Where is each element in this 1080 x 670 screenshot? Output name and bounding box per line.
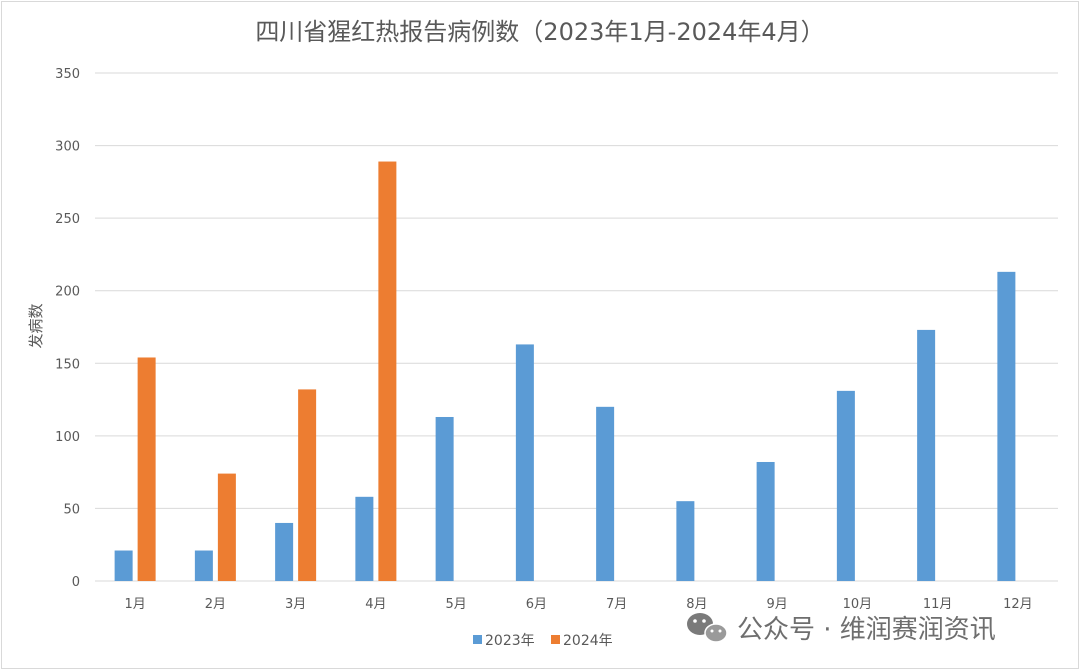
y-axis-label: 发病数 <box>27 303 45 348</box>
watermark-text: 公众号 · 维润赛润资讯 <box>737 615 996 645</box>
legend-label: 2023年 <box>485 633 535 649</box>
watermark: 公众号 · 维润赛润资讯 <box>687 613 996 645</box>
x-tick-label: 11月 <box>923 597 953 612</box>
bar <box>596 406 615 581</box>
bar <box>917 329 936 581</box>
x-tick-label: 3月 <box>285 597 306 612</box>
wechat-icon <box>687 613 728 643</box>
x-tick-label: 8月 <box>686 597 707 612</box>
chart-title: 四川省猩红热报告病例数（2023年1月-2024年4月） <box>255 18 824 46</box>
x-tick-label: 7月 <box>606 597 627 612</box>
y-tick-label: 300 <box>55 140 80 155</box>
bar <box>836 390 855 581</box>
bar <box>298 389 317 581</box>
bar <box>275 522 294 581</box>
y-tick-labels: 0 50 100 150 200 250 300 350 <box>55 67 80 590</box>
y-tick-label: 350 <box>55 67 80 82</box>
legend-swatch <box>473 635 482 644</box>
y-tick-label: 0 <box>72 575 80 590</box>
y-tick-label: 50 <box>63 502 80 517</box>
bar <box>756 461 775 581</box>
legend-label: 2024年 <box>563 633 613 649</box>
x-tick-label: 12月 <box>1003 597 1033 612</box>
gridlines <box>95 72 1058 582</box>
bar <box>515 344 534 581</box>
x-tick-label: 9月 <box>766 597 787 612</box>
y-tick-label: 200 <box>55 285 80 300</box>
bar <box>676 501 695 581</box>
bar <box>217 473 236 581</box>
bar <box>137 357 156 581</box>
legend: 2023年 2024年 <box>473 633 613 649</box>
x-tick-label: 4月 <box>365 597 386 612</box>
x-tick-label: 2月 <box>205 597 226 612</box>
y-tick-label: 100 <box>55 430 80 445</box>
legend-swatch <box>551 635 560 644</box>
x-tick-label: 5月 <box>445 597 466 612</box>
bar <box>355 496 374 581</box>
bar <box>997 271 1016 581</box>
bar <box>378 161 397 581</box>
bars <box>114 161 1016 581</box>
x-tick-label: 1月 <box>124 597 145 612</box>
bar <box>194 550 213 581</box>
bar <box>114 550 133 581</box>
y-tick-label: 150 <box>55 357 80 372</box>
x-tick-label: 6月 <box>526 597 547 612</box>
y-tick-label: 250 <box>55 212 80 227</box>
x-tick-label: 10月 <box>843 597 873 612</box>
x-tick-labels: 1月 2月 3月 4月 5月 6月 7月 8月 9月 10月 11月 12月 <box>124 597 1032 612</box>
bar <box>435 416 454 581</box>
